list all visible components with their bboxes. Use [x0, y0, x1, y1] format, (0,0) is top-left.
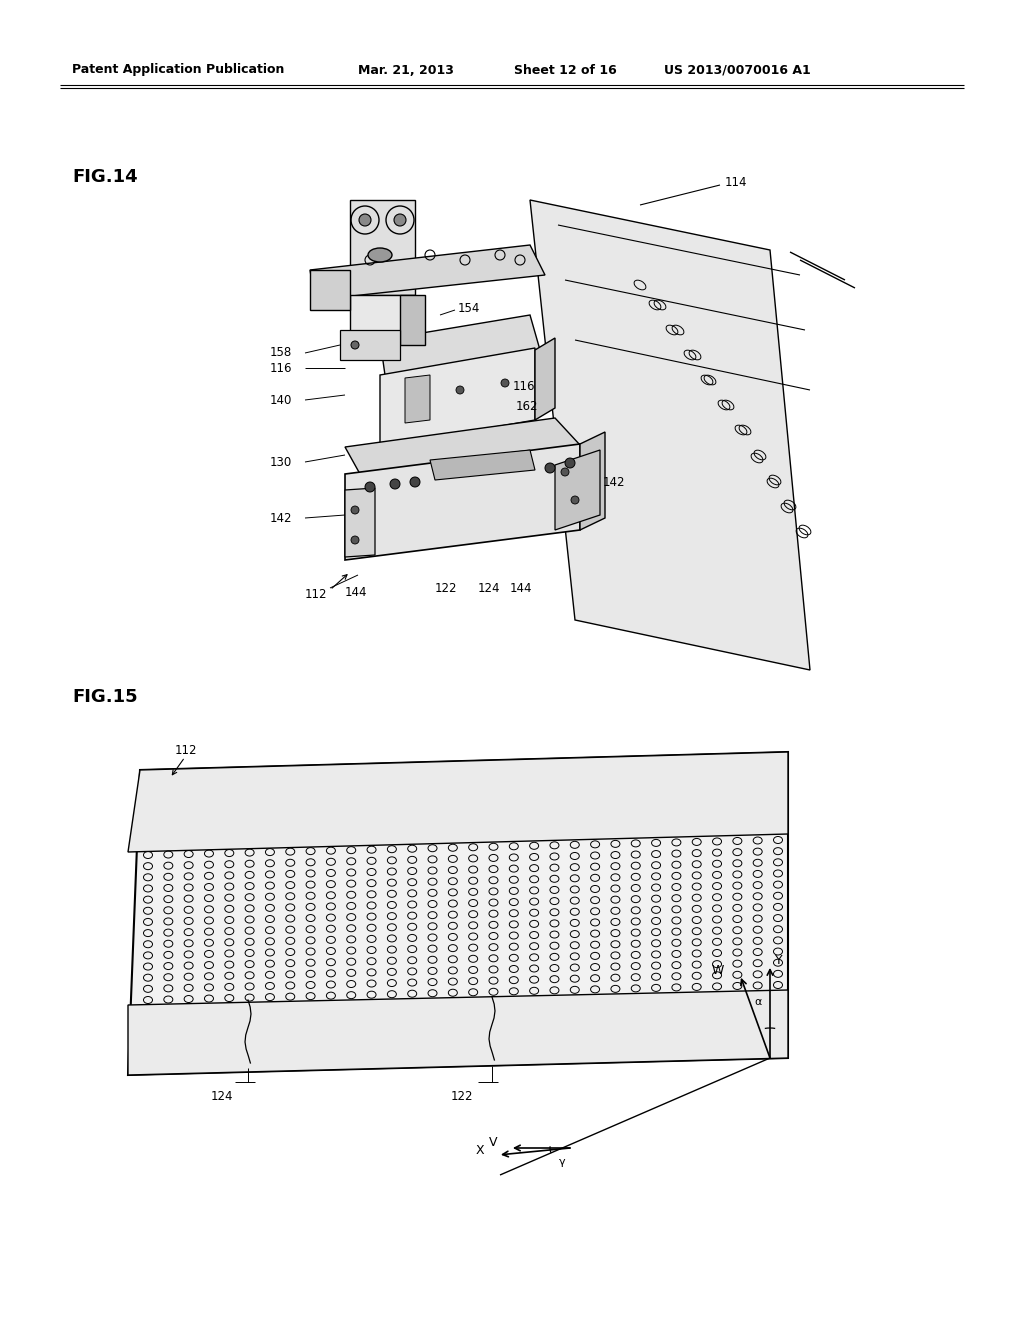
Polygon shape	[345, 418, 580, 474]
Circle shape	[351, 506, 359, 513]
Polygon shape	[430, 450, 535, 480]
Text: 114: 114	[725, 177, 748, 190]
Polygon shape	[400, 294, 425, 345]
Polygon shape	[555, 450, 600, 531]
Text: 116: 116	[513, 380, 536, 392]
Circle shape	[365, 482, 375, 492]
Text: 142: 142	[603, 477, 626, 490]
Text: 122: 122	[451, 1090, 473, 1104]
Text: 116: 116	[270, 362, 293, 375]
Text: Mar. 21, 2013: Mar. 21, 2013	[358, 63, 454, 77]
Text: 112: 112	[175, 743, 198, 756]
Polygon shape	[345, 488, 375, 557]
Text: W: W	[712, 964, 724, 977]
Polygon shape	[535, 338, 555, 420]
Text: 124: 124	[478, 582, 501, 594]
Circle shape	[410, 477, 420, 487]
Polygon shape	[345, 444, 580, 560]
Polygon shape	[530, 201, 810, 671]
Polygon shape	[128, 990, 788, 1074]
Polygon shape	[340, 330, 400, 360]
Polygon shape	[310, 271, 350, 310]
Text: γ: γ	[559, 1158, 565, 1167]
Circle shape	[545, 463, 555, 473]
Text: FIG.14: FIG.14	[72, 168, 137, 186]
Text: Sheet 12 of 16: Sheet 12 of 16	[514, 63, 616, 77]
Text: V: V	[488, 1137, 497, 1150]
Polygon shape	[380, 348, 535, 447]
Circle shape	[351, 536, 359, 544]
Polygon shape	[580, 432, 605, 531]
Text: Y: Y	[775, 953, 782, 966]
Polygon shape	[350, 294, 415, 341]
Text: 144: 144	[345, 586, 368, 599]
Text: US 2013/0070016 A1: US 2013/0070016 A1	[664, 63, 811, 77]
Polygon shape	[350, 201, 415, 294]
Polygon shape	[128, 752, 788, 1074]
Text: α: α	[755, 997, 762, 1007]
Circle shape	[390, 479, 400, 488]
Ellipse shape	[368, 248, 392, 261]
Circle shape	[351, 341, 359, 348]
Text: 154: 154	[458, 301, 480, 314]
Text: 162: 162	[516, 400, 539, 412]
Text: 124: 124	[211, 1090, 233, 1104]
Polygon shape	[406, 375, 430, 422]
Text: X: X	[475, 1143, 484, 1156]
Circle shape	[456, 385, 464, 393]
Polygon shape	[128, 752, 788, 851]
Polygon shape	[310, 246, 545, 300]
Text: 158: 158	[270, 346, 292, 359]
Text: 122: 122	[435, 582, 458, 594]
Circle shape	[571, 496, 579, 504]
Circle shape	[394, 214, 406, 226]
Text: 130: 130	[270, 455, 292, 469]
Text: 142: 142	[270, 511, 293, 524]
Polygon shape	[380, 315, 540, 375]
Circle shape	[565, 458, 575, 469]
Text: 144: 144	[510, 582, 532, 594]
Circle shape	[359, 214, 371, 226]
Circle shape	[501, 379, 509, 387]
Circle shape	[561, 469, 569, 477]
Text: 140: 140	[270, 393, 293, 407]
Text: FIG.15: FIG.15	[72, 688, 137, 706]
Text: 112: 112	[305, 589, 328, 602]
Text: Patent Application Publication: Patent Application Publication	[72, 63, 285, 77]
